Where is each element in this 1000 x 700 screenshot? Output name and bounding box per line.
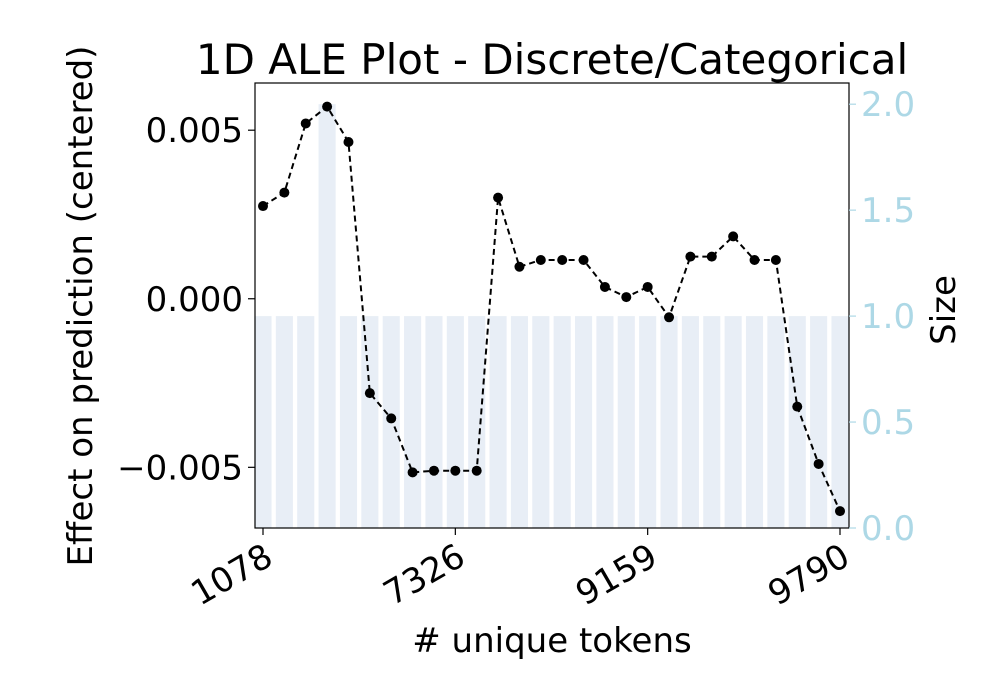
ale-line-path (262, 105, 841, 512)
ale-point (450, 465, 461, 476)
ale-point (535, 254, 546, 265)
ale-point (386, 413, 397, 424)
size-bar (788, 316, 806, 528)
size-bar (681, 316, 699, 528)
size-bar (639, 316, 657, 528)
size-bar (767, 316, 785, 528)
plot-frame (254, 82, 850, 529)
ale-point (322, 101, 333, 112)
ale-point (364, 388, 375, 399)
ale-point (813, 458, 824, 469)
size-bar (831, 316, 849, 528)
chart-title: 1D ALE Plot - Discrete/Categorical (196, 35, 908, 84)
ale-points (258, 101, 845, 517)
ale-point (706, 251, 717, 262)
y-axis-label: Effect on prediction (centered) (61, 46, 101, 567)
ale-point (792, 401, 803, 412)
y-tick-label: 0.000 (146, 280, 243, 320)
y-tick-label: 0.005 (146, 111, 243, 151)
size-bar (339, 316, 358, 528)
size-bar (275, 316, 293, 528)
x-tick-label: 7326 (377, 536, 472, 614)
size-bar (361, 316, 379, 528)
size-bar (404, 316, 422, 528)
ale-point (642, 281, 653, 292)
x-tick-label: 9159 (569, 536, 664, 614)
ale-point (471, 465, 482, 476)
ale-line (262, 105, 841, 512)
ale-point (258, 201, 268, 212)
ale-point (493, 192, 504, 203)
ale-point (749, 254, 760, 265)
y2-tick-label: 2.0 (861, 85, 915, 125)
size-bar (745, 316, 764, 528)
ale-point (514, 261, 525, 272)
ale-point (343, 136, 354, 147)
y2-tick-label: 1.0 (861, 297, 915, 337)
size-bar (489, 316, 507, 528)
size-bar (468, 316, 486, 528)
x-tick-label: 1078 (185, 536, 280, 614)
ale-point (557, 254, 568, 265)
y2-axis-label: Size (924, 275, 964, 345)
ale-point (728, 231, 739, 242)
y2-tick-label: 1.5 (861, 191, 915, 231)
ale-point (685, 251, 696, 262)
size-bar (254, 316, 272, 528)
y-tick-label: −0.005 (117, 448, 243, 488)
size-bar (810, 316, 828, 528)
size-bar (425, 316, 443, 528)
ale-point (599, 281, 610, 292)
ale-point (835, 506, 845, 517)
size-bar (297, 316, 315, 528)
size-bars (254, 104, 849, 528)
y2-tick-label: 0.0 (861, 509, 915, 549)
y2-tick-label: 0.5 (861, 403, 915, 443)
size-bar (724, 316, 742, 528)
size-bar (617, 316, 635, 528)
size-bar (532, 316, 550, 528)
size-bar (575, 316, 593, 528)
size-bar (553, 316, 571, 528)
size-bar (318, 104, 336, 528)
ale-point (407, 467, 418, 478)
size-bar (596, 316, 614, 528)
ale-point (664, 312, 675, 323)
size-bar (446, 316, 464, 528)
ale-point (578, 254, 589, 265)
ale-point (621, 292, 632, 303)
ale-point (770, 254, 781, 265)
ale-point (428, 465, 439, 476)
x-tick-label: 9790 (762, 536, 857, 614)
size-bar (703, 316, 721, 528)
ale-point (279, 187, 290, 198)
size-bar (660, 316, 678, 528)
size-bar (510, 316, 528, 528)
ale-point (300, 118, 311, 129)
x-axis-label: # unique tokens (412, 621, 692, 661)
